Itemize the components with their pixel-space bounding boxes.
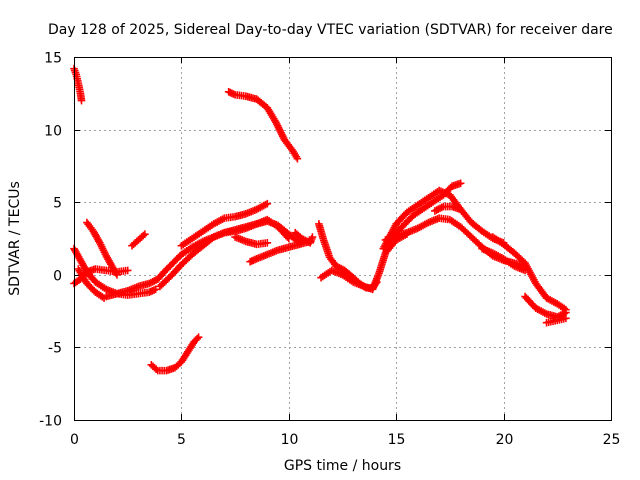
y-tick-label: 5 [53, 196, 62, 212]
series-arc-12 [291, 228, 317, 247]
data-point [123, 266, 132, 275]
data-points [70, 64, 570, 375]
series-arc-24 [542, 314, 570, 327]
data-point [113, 271, 121, 279]
data-point [77, 96, 86, 105]
x-axis-label: GPS time / hours [284, 458, 401, 474]
x-tick-label: 10 [281, 432, 299, 448]
series-arc-5 [83, 218, 121, 279]
data-point [456, 179, 465, 188]
y-axis-label: SDTVAR / TECUs [7, 181, 23, 296]
series-arc-1 [70, 64, 86, 105]
x-tick-label: 25 [603, 432, 621, 448]
y-tick-label: -10 [39, 414, 62, 430]
y-tick-label: 15 [44, 51, 62, 67]
chart-title: Day 128 of 2025, Sidereal Day-to-day VTE… [48, 22, 613, 38]
series-arc-21 [478, 244, 529, 275]
data-point [194, 333, 203, 342]
x-tick-label: 15 [388, 432, 406, 448]
y-tick-label: 0 [53, 269, 62, 285]
series-arc-23 [521, 292, 570, 321]
plot-frame [74, 57, 612, 421]
data-point [285, 234, 293, 243]
data-point [263, 199, 272, 208]
series-arc-14 [147, 333, 203, 375]
series-arc-22 [489, 233, 570, 314]
series-arc-10 [231, 233, 272, 249]
series-arc-20 [431, 202, 465, 215]
x-tick-label: 20 [496, 432, 514, 448]
x-axis-tick-labels: 0 5 10 15 20 25 [70, 432, 620, 448]
y-tick-label: -5 [48, 341, 62, 357]
data-point [151, 285, 160, 294]
data-point [456, 205, 465, 214]
series-arc-6 [128, 230, 149, 250]
x-tick-label: 0 [70, 432, 79, 448]
data-point [263, 239, 272, 247]
y-axis-tick-labels: -10 -5 0 5 10 15 [39, 51, 62, 430]
data-point [562, 314, 570, 323]
series-arc-9 [177, 199, 272, 250]
data-point [308, 233, 317, 241]
x-tick-label: 5 [177, 432, 186, 448]
data-point [141, 230, 149, 238]
series-arc-8 [156, 215, 293, 291]
data-point [293, 154, 302, 163]
series-arc-13 [224, 88, 302, 163]
data-point [562, 308, 570, 317]
y-tick-label: 10 [44, 124, 62, 140]
series-arc-4 [74, 265, 108, 302]
